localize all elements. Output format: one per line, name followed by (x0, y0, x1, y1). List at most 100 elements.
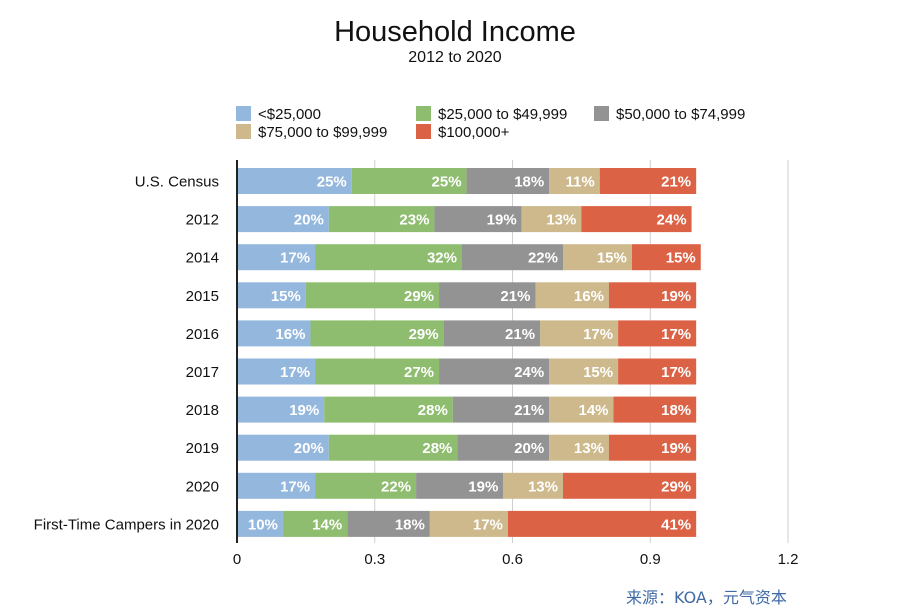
data-label: 14% (312, 516, 342, 533)
bar-segment (237, 244, 316, 271)
data-label: 22% (528, 250, 558, 267)
data-labels: 25% 25% 18% 11% 21% 20% 23% 19% 13% 24% 17% 32% 22% 1… (248, 174, 696, 534)
bar-segment (535, 282, 609, 309)
bar-segment (237, 472, 316, 499)
bar-segment (503, 472, 564, 499)
bar-segment (540, 320, 619, 347)
data-label: 10% (248, 516, 278, 533)
category-label: 2016 (186, 326, 219, 343)
bar-segment (237, 396, 325, 423)
bar-segment (310, 320, 444, 347)
category-label: 2012 (186, 212, 219, 229)
bar-segment (237, 320, 311, 347)
bar-segment (439, 282, 536, 309)
data-label: 19% (487, 212, 517, 229)
data-label: 25% (432, 174, 462, 191)
data-label: 21% (505, 326, 535, 343)
bar-segment (608, 434, 697, 461)
data-label: 17% (280, 478, 310, 495)
bar-segment (324, 396, 453, 423)
category-label: 2020 (186, 478, 219, 495)
data-label: 18% (514, 174, 544, 191)
chart-title: Household Income (334, 16, 576, 48)
bar-segment (237, 434, 329, 461)
bar-segment (549, 434, 609, 461)
bar-segment (237, 206, 329, 233)
legend-label: $25,000 to $49,999 (438, 106, 567, 123)
data-label: 17% (280, 364, 310, 381)
data-label: 19% (661, 440, 691, 457)
data-label: 20% (294, 212, 324, 229)
legend-label: $50,000 to $74,999 (616, 106, 745, 123)
data-label: 15% (271, 288, 301, 305)
data-label: 17% (280, 250, 310, 267)
bar-segment (581, 206, 692, 233)
data-label: 29% (661, 478, 691, 495)
bar-segment (631, 244, 701, 271)
bar-segment (315, 244, 462, 271)
data-label: 13% (528, 478, 558, 495)
legend: <$25,000 $25,000 to $49,999 $50,000 to $74… (236, 106, 745, 141)
data-label: 32% (427, 250, 457, 267)
bar-segment (351, 168, 467, 194)
data-label: 17% (661, 326, 691, 343)
category-label: 2014 (186, 250, 219, 267)
bar-segment (429, 510, 508, 537)
data-label: 15% (583, 364, 613, 381)
bar-segment (521, 206, 582, 233)
bar-segment (315, 472, 417, 499)
data-label: 27% (404, 364, 434, 381)
bar-segment (305, 282, 440, 309)
bar-segment (434, 206, 522, 233)
data-label: 17% (473, 516, 503, 533)
source-note: 来源：KOA，元气资本 (626, 588, 787, 607)
legend-swatch (236, 106, 251, 121)
bar-segment (549, 396, 614, 423)
x-tick-label: 1.2 (778, 551, 799, 568)
x-tick-label: 0.6 (502, 551, 523, 568)
data-label: 11% (566, 174, 595, 191)
bar-segments (237, 168, 701, 537)
bar-segment (237, 510, 283, 537)
legend-label: $75,000 to $99,999 (258, 124, 387, 141)
data-label: 21% (500, 288, 530, 305)
category-label: U.S. Census (135, 174, 219, 191)
bar-segment (328, 434, 458, 461)
bar-segment (237, 168, 352, 194)
data-label: 18% (395, 516, 425, 533)
data-label: 24% (657, 212, 687, 229)
bar-segment (618, 320, 697, 347)
category-label: First-Time Campers in 2020 (34, 516, 219, 533)
data-label: 28% (422, 440, 452, 457)
data-label: 13% (546, 212, 576, 229)
data-label: 21% (661, 174, 691, 191)
data-label: 15% (597, 250, 627, 267)
bar-segment (466, 168, 550, 194)
bar-segment (452, 396, 550, 423)
bar-segment (315, 358, 440, 385)
data-label: 17% (661, 364, 691, 381)
x-tick-label: 0.9 (640, 551, 661, 568)
legend-label: $100,000+ (438, 124, 510, 141)
legend-swatch (416, 124, 431, 139)
data-label: 25% (317, 174, 347, 191)
data-label: 14% (578, 402, 608, 419)
data-label: 17% (583, 326, 613, 343)
data-label: 15% (666, 250, 696, 267)
data-label: 20% (514, 440, 544, 457)
bar-segment (237, 358, 316, 385)
bar-segment (443, 320, 541, 347)
bar-segment (457, 434, 550, 461)
bar-segment (439, 358, 550, 385)
data-label: 19% (468, 478, 498, 495)
data-label: 23% (399, 212, 429, 229)
bar-segment (599, 168, 697, 194)
bar-segment (507, 510, 697, 537)
bar-segment (416, 472, 504, 499)
data-label: 21% (514, 402, 544, 419)
data-label: 13% (574, 440, 604, 457)
bar-segment (563, 244, 632, 271)
data-label: 16% (574, 288, 604, 305)
bar-segment (328, 206, 435, 233)
